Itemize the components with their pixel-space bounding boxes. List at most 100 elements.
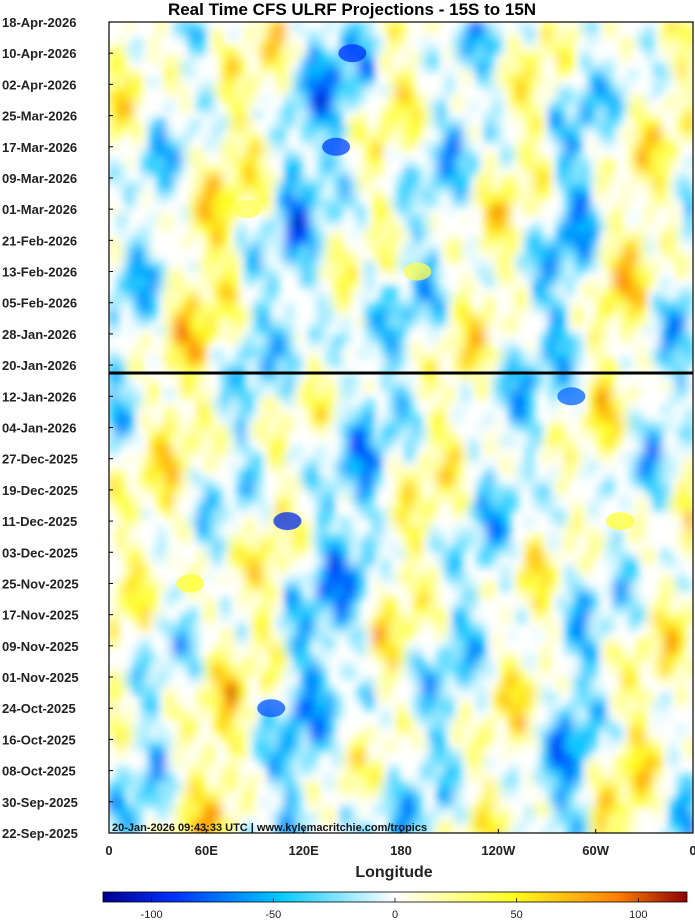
anomaly-cell	[525, 366, 534, 375]
anomaly-cell	[421, 390, 430, 399]
anomaly-cell	[541, 566, 550, 575]
anomaly-cell	[517, 614, 526, 623]
anomaly-cell	[661, 142, 670, 151]
anomaly-cell	[549, 46, 558, 55]
anomaly-cell	[509, 486, 518, 495]
anomaly-cell	[197, 318, 206, 327]
anomaly-cell	[229, 630, 238, 639]
anomaly-cell	[605, 310, 614, 319]
anomaly-cell	[229, 54, 238, 63]
anomaly-cell	[125, 126, 134, 135]
anomaly-cell	[133, 518, 142, 527]
anomaly-cell	[109, 310, 118, 319]
anomaly-cell	[285, 310, 294, 319]
anomaly-cell	[517, 470, 526, 479]
anomaly-cell	[453, 798, 462, 807]
anomaly-cell	[333, 558, 342, 567]
anomaly-cell	[637, 774, 646, 783]
anomaly-cell	[573, 150, 582, 159]
x-tick-label: 60E	[195, 843, 218, 858]
anomaly-cell	[637, 550, 646, 559]
anomaly-cell	[277, 806, 286, 815]
anomaly-cell	[165, 502, 174, 511]
anomaly-cell	[573, 678, 582, 687]
anomaly-cell	[349, 134, 358, 143]
anomaly-cell	[541, 726, 550, 735]
anomaly-cell	[277, 358, 286, 367]
anomaly-cell	[645, 174, 654, 183]
anomaly-cell	[525, 702, 534, 711]
anomaly-cell	[341, 430, 350, 439]
anomaly-cell	[677, 30, 686, 39]
anomaly-cell	[349, 62, 358, 71]
anomaly-cell	[469, 166, 478, 175]
anomaly-cell	[421, 566, 430, 575]
anomaly-cell	[669, 454, 678, 463]
anomaly-cell	[109, 414, 118, 423]
anomaly-cell	[453, 158, 462, 167]
anomaly-cell	[141, 558, 150, 567]
anomaly-cell	[237, 638, 246, 647]
anomaly-cell	[205, 550, 214, 559]
anomaly-cell	[453, 294, 462, 303]
anomaly-cell	[645, 422, 654, 431]
anomaly-cell	[269, 230, 278, 239]
anomaly-cell	[573, 358, 582, 367]
anomaly-cell	[597, 118, 606, 127]
anomaly-cell	[541, 750, 550, 759]
x-tick-label: 0	[689, 843, 695, 858]
anomaly-cell	[557, 710, 566, 719]
anomaly-cell	[485, 478, 494, 487]
anomaly-cell	[685, 470, 693, 479]
anomaly-cell	[301, 766, 310, 775]
anomaly-cell	[541, 22, 550, 31]
anomaly-cell	[293, 174, 302, 183]
anomaly-cell	[365, 486, 374, 495]
anomaly-cell	[221, 62, 230, 71]
anomaly-cell	[429, 438, 438, 447]
anomaly-cell	[357, 686, 366, 695]
anomaly-cell	[325, 350, 334, 359]
anomaly-cell	[269, 358, 278, 367]
anomaly-cell	[125, 542, 134, 551]
anomaly-cell	[309, 134, 318, 143]
anomaly-cell	[613, 726, 622, 735]
anomaly-cell	[453, 46, 462, 55]
anomaly-cell	[349, 430, 358, 439]
anomaly-cell	[221, 382, 230, 391]
anomaly-cell	[637, 430, 646, 439]
anomaly-cell	[525, 142, 534, 151]
anomaly-cell	[685, 494, 693, 503]
anomaly-cell	[309, 382, 318, 391]
anomaly-cell	[365, 510, 374, 519]
anomaly-cell	[173, 494, 182, 503]
anomaly-cell	[365, 230, 374, 239]
anomaly-cell	[133, 238, 142, 247]
anomaly-cell	[677, 510, 686, 519]
anomaly-cell	[437, 606, 446, 615]
anomaly-cell	[397, 806, 406, 815]
anomaly-cell	[277, 190, 286, 199]
anomaly-cell	[501, 654, 510, 663]
anomaly-cell	[365, 678, 374, 687]
anomaly-cell	[229, 542, 238, 551]
anomaly-cell	[389, 614, 398, 623]
anomaly-cell	[581, 742, 590, 751]
x-axis-label: Longitude	[355, 864, 432, 881]
anomaly-cell	[421, 222, 430, 231]
anomaly-cell	[589, 214, 598, 223]
anomaly-cell	[317, 414, 326, 423]
anomaly-cell	[213, 46, 222, 55]
anomaly-cell	[149, 118, 158, 127]
anomaly-cell	[213, 254, 222, 263]
anomaly-cell	[597, 686, 606, 695]
anomaly-cell	[533, 46, 542, 55]
anomaly-cell	[357, 78, 366, 87]
anomaly-cell	[645, 262, 654, 271]
anomaly-cell	[357, 502, 366, 511]
anomaly-cell	[653, 454, 662, 463]
anomaly-cell	[373, 446, 382, 455]
anomaly-cell	[181, 526, 190, 535]
anomaly-cell	[685, 454, 693, 463]
anomaly-cell	[149, 574, 158, 583]
